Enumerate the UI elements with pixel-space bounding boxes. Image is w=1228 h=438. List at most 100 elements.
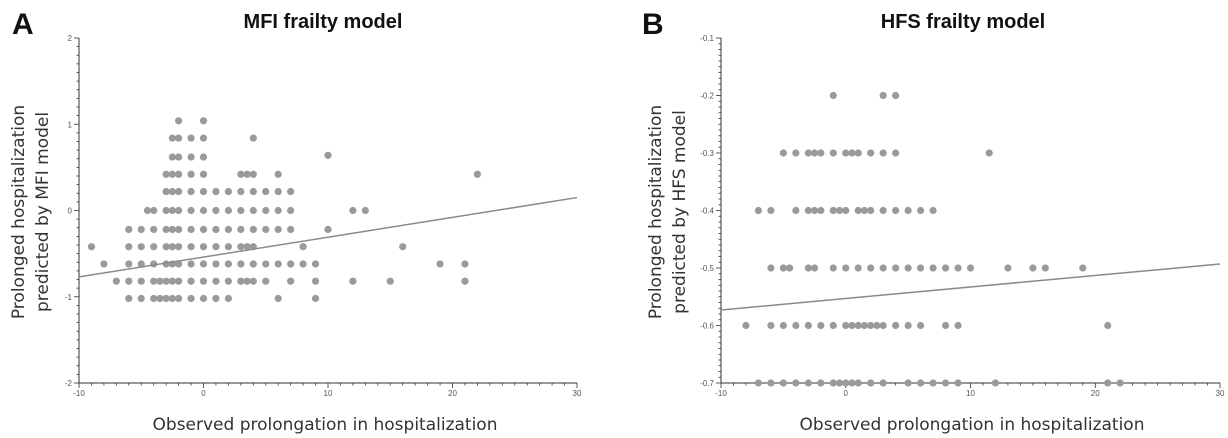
panel-a-mfi: A MFI frailty model Observed prolongatio… xyxy=(9,8,582,435)
panel-b-data-point xyxy=(854,379,862,387)
panel-b-data-point xyxy=(817,379,825,387)
panel-b-data-point xyxy=(904,321,912,330)
panel-b-data-point xyxy=(829,149,837,157)
panel-a-data-point xyxy=(287,206,295,215)
panel-a-data-point xyxy=(287,260,295,268)
panel-a-data-point xyxy=(137,277,145,285)
panel-b-data-point xyxy=(892,264,900,272)
panel-a-data-point xyxy=(249,260,257,268)
panel-a-data-point xyxy=(287,187,295,196)
panel-b-data-point xyxy=(879,149,887,157)
panel-b-x-tick-label: 30 xyxy=(1216,389,1225,398)
panel-b-data-point xyxy=(835,206,844,215)
panel-b-x-tick-label: -10 xyxy=(715,389,727,398)
panel-a-data-point xyxy=(287,277,295,285)
panel-a-data-point xyxy=(162,225,170,234)
panel-b-y-axis-title-line1: Prolonged hospitalization xyxy=(646,105,666,319)
panel-b-data-point xyxy=(966,264,975,272)
panel-a-data-point xyxy=(168,187,176,196)
panel-a-data-point xyxy=(187,153,195,161)
panel-b-data-point xyxy=(854,206,862,215)
panel-a-data-point xyxy=(237,170,245,178)
panel-b-data-point xyxy=(985,149,993,157)
panel-a-data-point xyxy=(187,134,195,142)
panel-b-data-point xyxy=(779,379,787,387)
panel-b-data-point xyxy=(867,264,875,272)
panel-b-data-point xyxy=(810,264,819,272)
panel-a-data-point xyxy=(274,170,282,178)
panel-a-data-point xyxy=(156,294,164,303)
panel-b-y-tick-label: -0.5 xyxy=(700,264,714,273)
panel-b-data-point xyxy=(867,206,875,215)
panel-a-data-point xyxy=(150,225,158,234)
panel-a-data-point xyxy=(243,277,251,285)
panel-b-data-point xyxy=(829,206,837,215)
panel-b-x-axis-title: Observed prolongation in hospitalization xyxy=(800,415,1145,435)
panel-b-data-point xyxy=(817,321,825,330)
panel-a-data-point xyxy=(237,260,245,268)
panel-b-data-point xyxy=(904,206,912,215)
panel-a-data-point xyxy=(162,170,170,178)
panel-b-x-tick-label: 10 xyxy=(966,389,975,398)
panel-a-data-point xyxy=(224,243,232,251)
panel-a-data-point xyxy=(168,225,176,234)
panel-a-data-point xyxy=(175,260,183,268)
panel-a-data-point xyxy=(274,260,282,268)
panel-a-data-point xyxy=(274,206,282,215)
panel-b-x-tick-label: 0 xyxy=(844,389,849,398)
panel-b-data-point xyxy=(842,379,850,387)
panel-b-data-point xyxy=(767,206,775,215)
panel-b-data-point xyxy=(917,206,925,215)
panel-b-y-tick-label: -0.2 xyxy=(700,92,714,101)
panel-a-data-point xyxy=(168,243,176,251)
panel-b-data-point xyxy=(842,149,850,157)
panel-b-data-point xyxy=(767,321,775,330)
panel-b-data-point xyxy=(1004,264,1012,272)
panel-a-data-point xyxy=(168,153,176,161)
panel-a-data-point xyxy=(349,206,357,215)
panel-b-data-point xyxy=(929,379,937,387)
panel-b-data-point xyxy=(786,264,794,272)
panel-a-data-point xyxy=(187,277,195,285)
panel-a-data-point xyxy=(187,187,195,196)
panel-a-x-tick-label: 30 xyxy=(573,389,582,398)
panel-a-data-point xyxy=(212,206,220,215)
panel-a-data-point xyxy=(299,243,307,251)
panel-a-data-point xyxy=(473,170,481,178)
panel-b-data-point xyxy=(1041,264,1049,272)
panel-b-data-point xyxy=(941,379,950,387)
panel-a-data-point xyxy=(224,225,232,234)
panel-a-data-point xyxy=(199,170,208,178)
panel-b-data-point xyxy=(842,264,850,272)
panel-a-data-point xyxy=(187,206,195,215)
panel-b-data-point xyxy=(829,321,837,330)
panel-a-data-point xyxy=(262,260,270,268)
panel-b-y-tick-label: -0.3 xyxy=(700,149,714,158)
panel-a-data-point xyxy=(262,206,270,215)
panel-a-letter: A xyxy=(12,8,34,41)
panel-b-data-point xyxy=(842,321,850,330)
panel-b-data-point xyxy=(804,206,812,215)
panel-a-data-point xyxy=(125,294,133,303)
panel-a-data-point xyxy=(168,170,176,178)
panel-a-fit xyxy=(78,196,578,278)
panel-a-data-point xyxy=(274,225,282,234)
panel-a-data-point xyxy=(162,243,170,251)
panel-a-data-point xyxy=(224,294,232,303)
panel-a-data-point xyxy=(125,243,133,251)
panel-a-data-point xyxy=(175,243,183,251)
panel-b-y-tick-label: -0.7 xyxy=(700,379,714,388)
panel-a-data-point xyxy=(137,243,145,251)
panel-a-data-point xyxy=(199,277,208,285)
panel-b-data-point xyxy=(792,379,800,387)
panel-a-data-point xyxy=(175,117,183,125)
panel-a-y-tick-label: -1 xyxy=(65,293,73,302)
panel-b-data-point xyxy=(929,206,937,215)
panel-a-x-axis-title: Observed prolongation in hospitalization xyxy=(153,415,498,435)
panel-b-data-point xyxy=(817,149,825,157)
panel-b-data-point xyxy=(848,379,856,387)
panel-b-data-point xyxy=(860,206,869,215)
panel-b-data-point xyxy=(954,379,962,387)
panel-b-data-point xyxy=(1116,379,1124,387)
panel-a-data-point xyxy=(311,277,320,285)
